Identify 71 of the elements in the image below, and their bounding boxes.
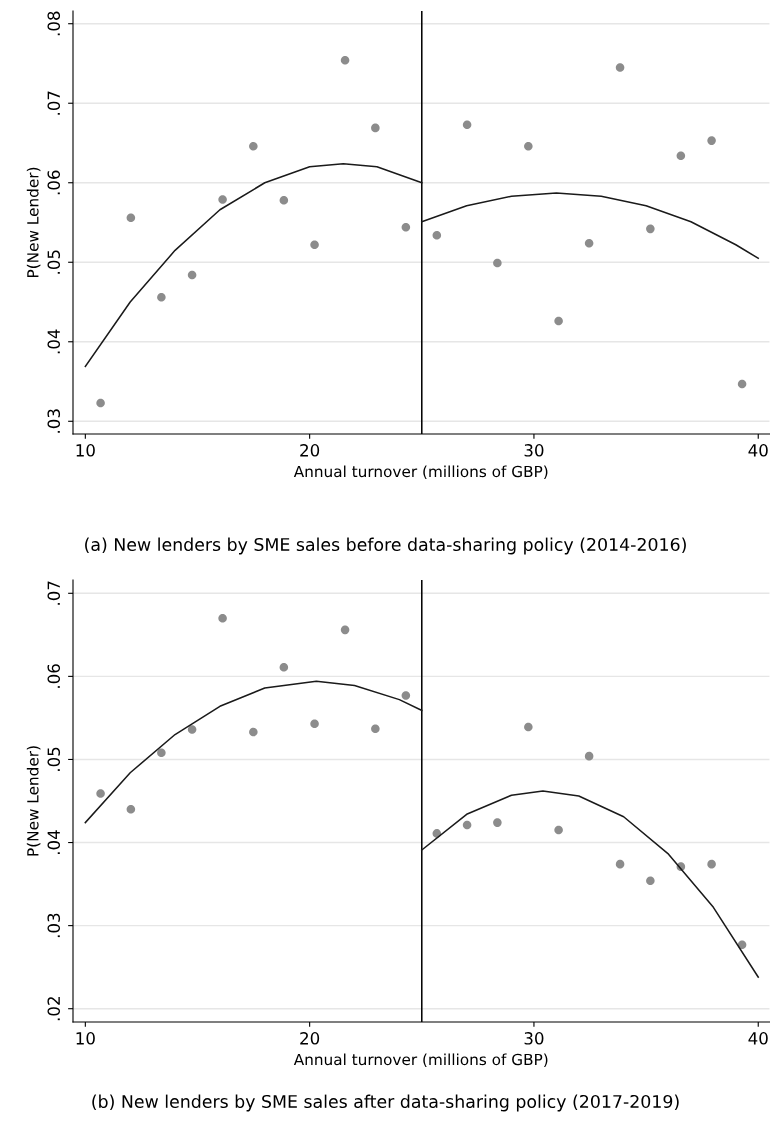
point (493, 818, 502, 827)
y-tick-label: .05 (47, 747, 61, 771)
point (310, 719, 319, 729)
point (554, 825, 563, 835)
point (371, 123, 380, 133)
point (615, 859, 625, 869)
point (187, 270, 197, 280)
point (126, 213, 136, 223)
point (279, 195, 289, 205)
point (96, 789, 105, 798)
point (310, 240, 319, 250)
x-tick-label: 20 (300, 1032, 320, 1045)
point (524, 141, 533, 151)
point (676, 151, 686, 160)
point (340, 56, 350, 65)
x-tick-label: 40 (748, 1032, 768, 1045)
x-axis-title: Annual turnover (millions of GBP) (293, 465, 548, 480)
point (371, 724, 380, 733)
x-tick-label: 10 (76, 444, 95, 457)
point (157, 292, 166, 302)
point (340, 625, 350, 635)
point (462, 120, 472, 129)
point (126, 805, 136, 814)
point (249, 727, 258, 737)
line-series (84, 162, 423, 368)
point (249, 141, 258, 151)
y-axis-title: P(New Lender) (26, 167, 41, 278)
text: (b) New lenders by SME sales after data-sharing policy (2017-2019) (92, 1094, 679, 1112)
point (432, 230, 442, 240)
x-tick-label: 30 (524, 1032, 544, 1045)
y-tick-label: .08 (47, 11, 61, 36)
y-tick-label: .02 (47, 997, 61, 1021)
point (737, 379, 747, 389)
point (218, 613, 227, 623)
point (462, 820, 472, 830)
point (707, 136, 716, 145)
text: (a) New lenders by SME sales before data-sharing policy (2014-2016) (85, 537, 686, 555)
y-tick-label: .07 (47, 581, 61, 605)
point (401, 691, 411, 700)
y-tick-label: .04 (47, 329, 61, 354)
point (554, 316, 563, 326)
y-tick-label: .05 (47, 250, 61, 274)
point (493, 258, 502, 268)
point (401, 222, 411, 232)
point (615, 63, 625, 72)
x-tick-label: 20 (300, 444, 320, 457)
y-axis-title: P(New Lender) (26, 746, 41, 856)
y-tick-label: .04 (47, 830, 61, 855)
point (584, 751, 594, 761)
point (157, 748, 166, 758)
point (646, 876, 655, 886)
point (707, 859, 716, 869)
point (584, 238, 594, 248)
point (524, 722, 533, 732)
x-tick-label: 30 (524, 444, 544, 457)
point (187, 725, 197, 734)
line-series (421, 192, 760, 260)
point (96, 398, 105, 408)
x-tick-label: 40 (748, 444, 768, 457)
point (279, 662, 289, 672)
y-tick-label: .03 (47, 913, 61, 938)
y-tick-label: .07 (47, 91, 61, 115)
y-tick-label: .06 (47, 170, 61, 195)
line-series (421, 790, 760, 978)
y-tick-label: .06 (47, 664, 61, 688)
point (646, 224, 655, 234)
y-tick-label: .03 (47, 409, 61, 433)
point (218, 195, 227, 204)
x-tick-label: 10 (76, 1032, 95, 1045)
x-axis-title: Annual turnover (millions of GBP) (293, 1053, 548, 1068)
line-series (84, 680, 423, 824)
